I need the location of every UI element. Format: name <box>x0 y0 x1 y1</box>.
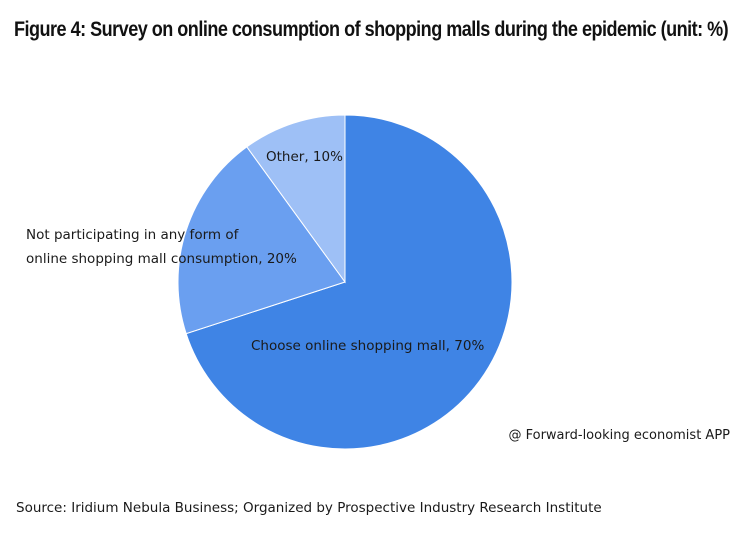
slice-label-not-participating: Not participating in any form of online … <box>26 223 297 271</box>
slice-label-line: Not participating in any form of <box>26 227 239 243</box>
pie-slice-other <box>246 114 346 284</box>
slice-label-line: online shopping mall consumption, 20% <box>26 251 297 267</box>
pie-slice-online-mall <box>185 114 513 450</box>
pie-slices <box>177 114 513 450</box>
slice-label-other: Other, 10% <box>266 145 343 169</box>
slice-label-line: Other, 10% <box>266 149 343 165</box>
source-note: Source: Iridium Nebula Business; Organiz… <box>16 500 602 516</box>
credit-text: @ Forward-looking economist APP <box>508 428 730 443</box>
slice-label-line: Choose online shopping mall, 70% <box>251 338 485 354</box>
chart-title: Figure 4: Survey on online consumption o… <box>14 18 729 41</box>
pie-slice-not-participating <box>177 146 346 335</box>
slice-label-online-mall: Choose online shopping mall, 70% <box>251 334 484 358</box>
